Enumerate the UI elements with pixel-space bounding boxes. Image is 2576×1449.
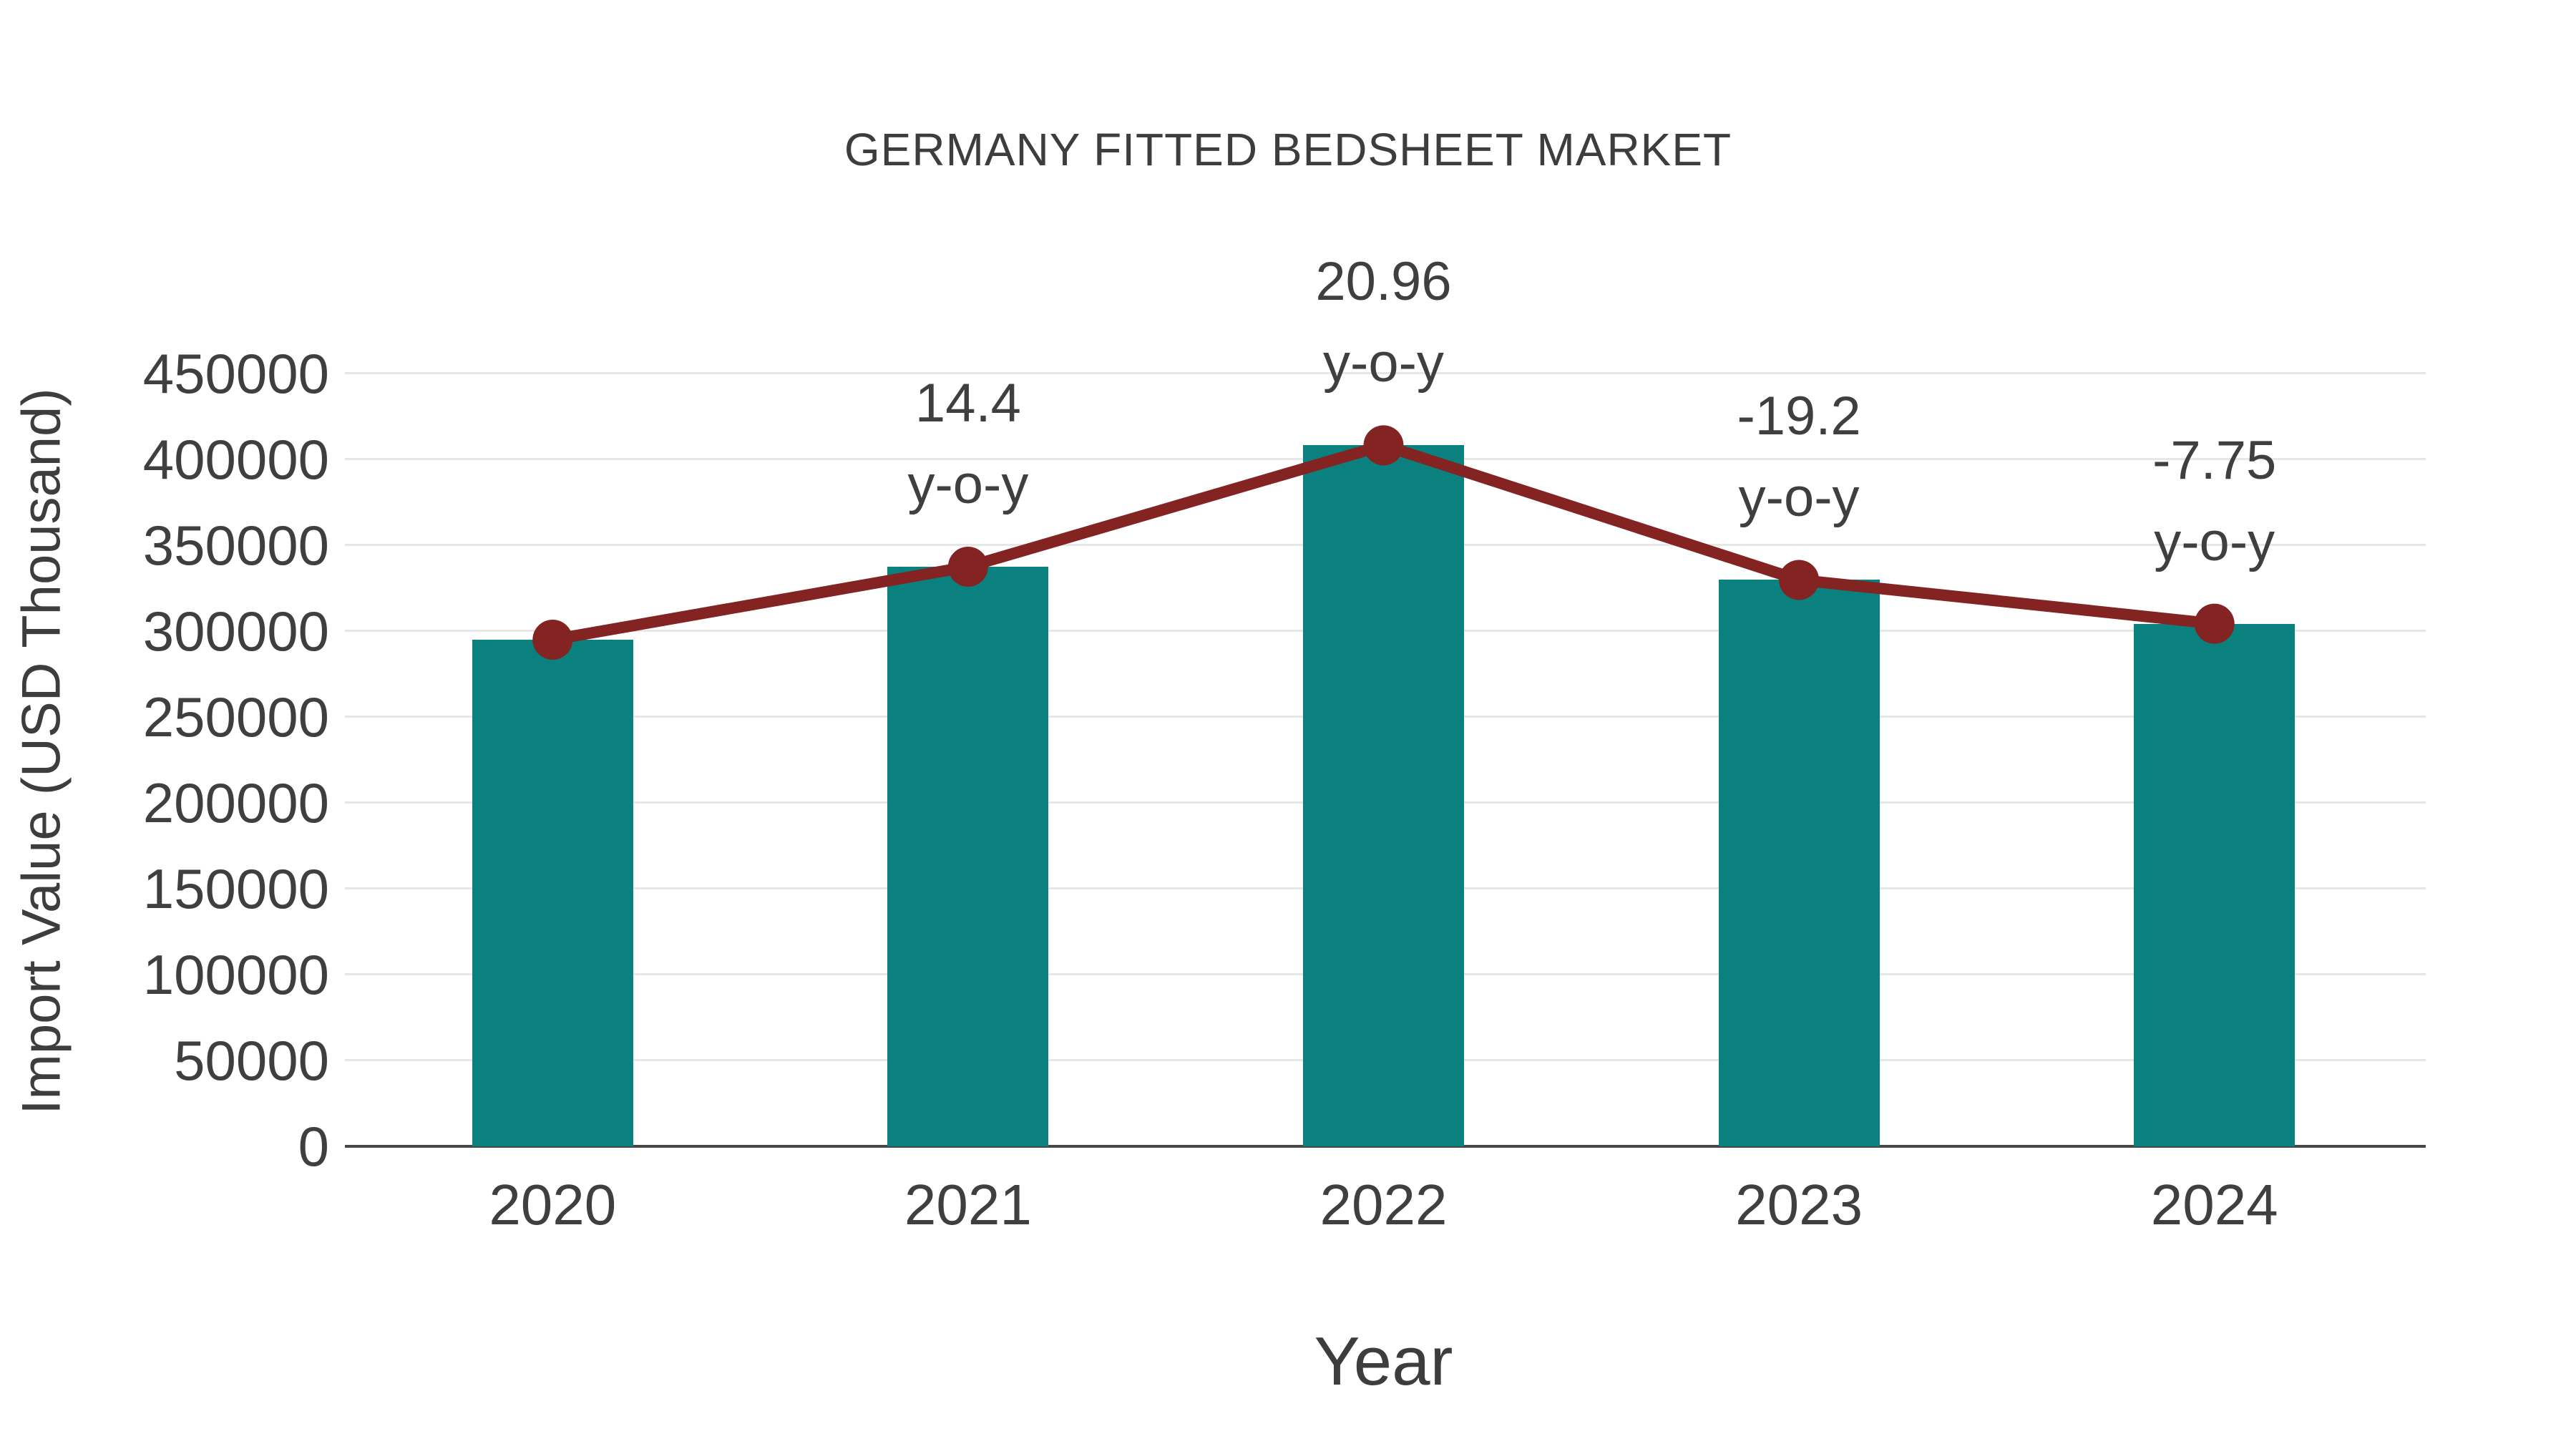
y-tick-label-0: 0 xyxy=(298,1115,329,1178)
yoy-label-2023: -19.2 y-o-y xyxy=(1737,386,1861,529)
x-tick-label-2020: 2020 xyxy=(489,1173,617,1236)
x-tick-label-2024: 2024 xyxy=(2150,1173,2278,1236)
y-tick-label-450000: 450000 xyxy=(142,342,329,405)
x-tick-label-2022: 2022 xyxy=(1319,1173,1448,1236)
yoy-label-2024: -7.75 y-o-y xyxy=(2152,429,2277,572)
bar-2020 xyxy=(472,640,633,1146)
y-tick-label-350000: 350000 xyxy=(142,514,329,577)
x-tick-label-2023: 2023 xyxy=(1735,1173,1863,1236)
chart-title: GERMANY FITTED BEDSHEET MARKET xyxy=(844,124,1732,175)
y-tick-label-50000: 50000 xyxy=(174,1029,329,1092)
y-tick-label-150000: 150000 xyxy=(142,857,329,920)
x-tick-label-2021: 2021 xyxy=(904,1173,1032,1236)
bar-2023 xyxy=(1718,580,1880,1146)
y-tick-label-200000: 200000 xyxy=(142,771,329,834)
bar-2021 xyxy=(887,567,1049,1146)
yoy-label-2021: 14.4 y-o-y xyxy=(907,373,1029,515)
gridline-450000 xyxy=(345,372,2426,374)
y-tick-label-100000: 100000 xyxy=(142,943,329,1006)
bar-2024 xyxy=(2134,623,2296,1146)
x-axis-title: Year xyxy=(1314,1323,1453,1400)
y-tick-label-400000: 400000 xyxy=(142,428,329,491)
yoy-label-2022: 20.96 y-o-y xyxy=(1315,251,1452,394)
y-tick-label-300000: 300000 xyxy=(142,600,329,663)
y-tick-label-250000: 250000 xyxy=(142,686,329,748)
x-axis-line xyxy=(345,1145,2426,1148)
bar-2022 xyxy=(1303,445,1464,1146)
